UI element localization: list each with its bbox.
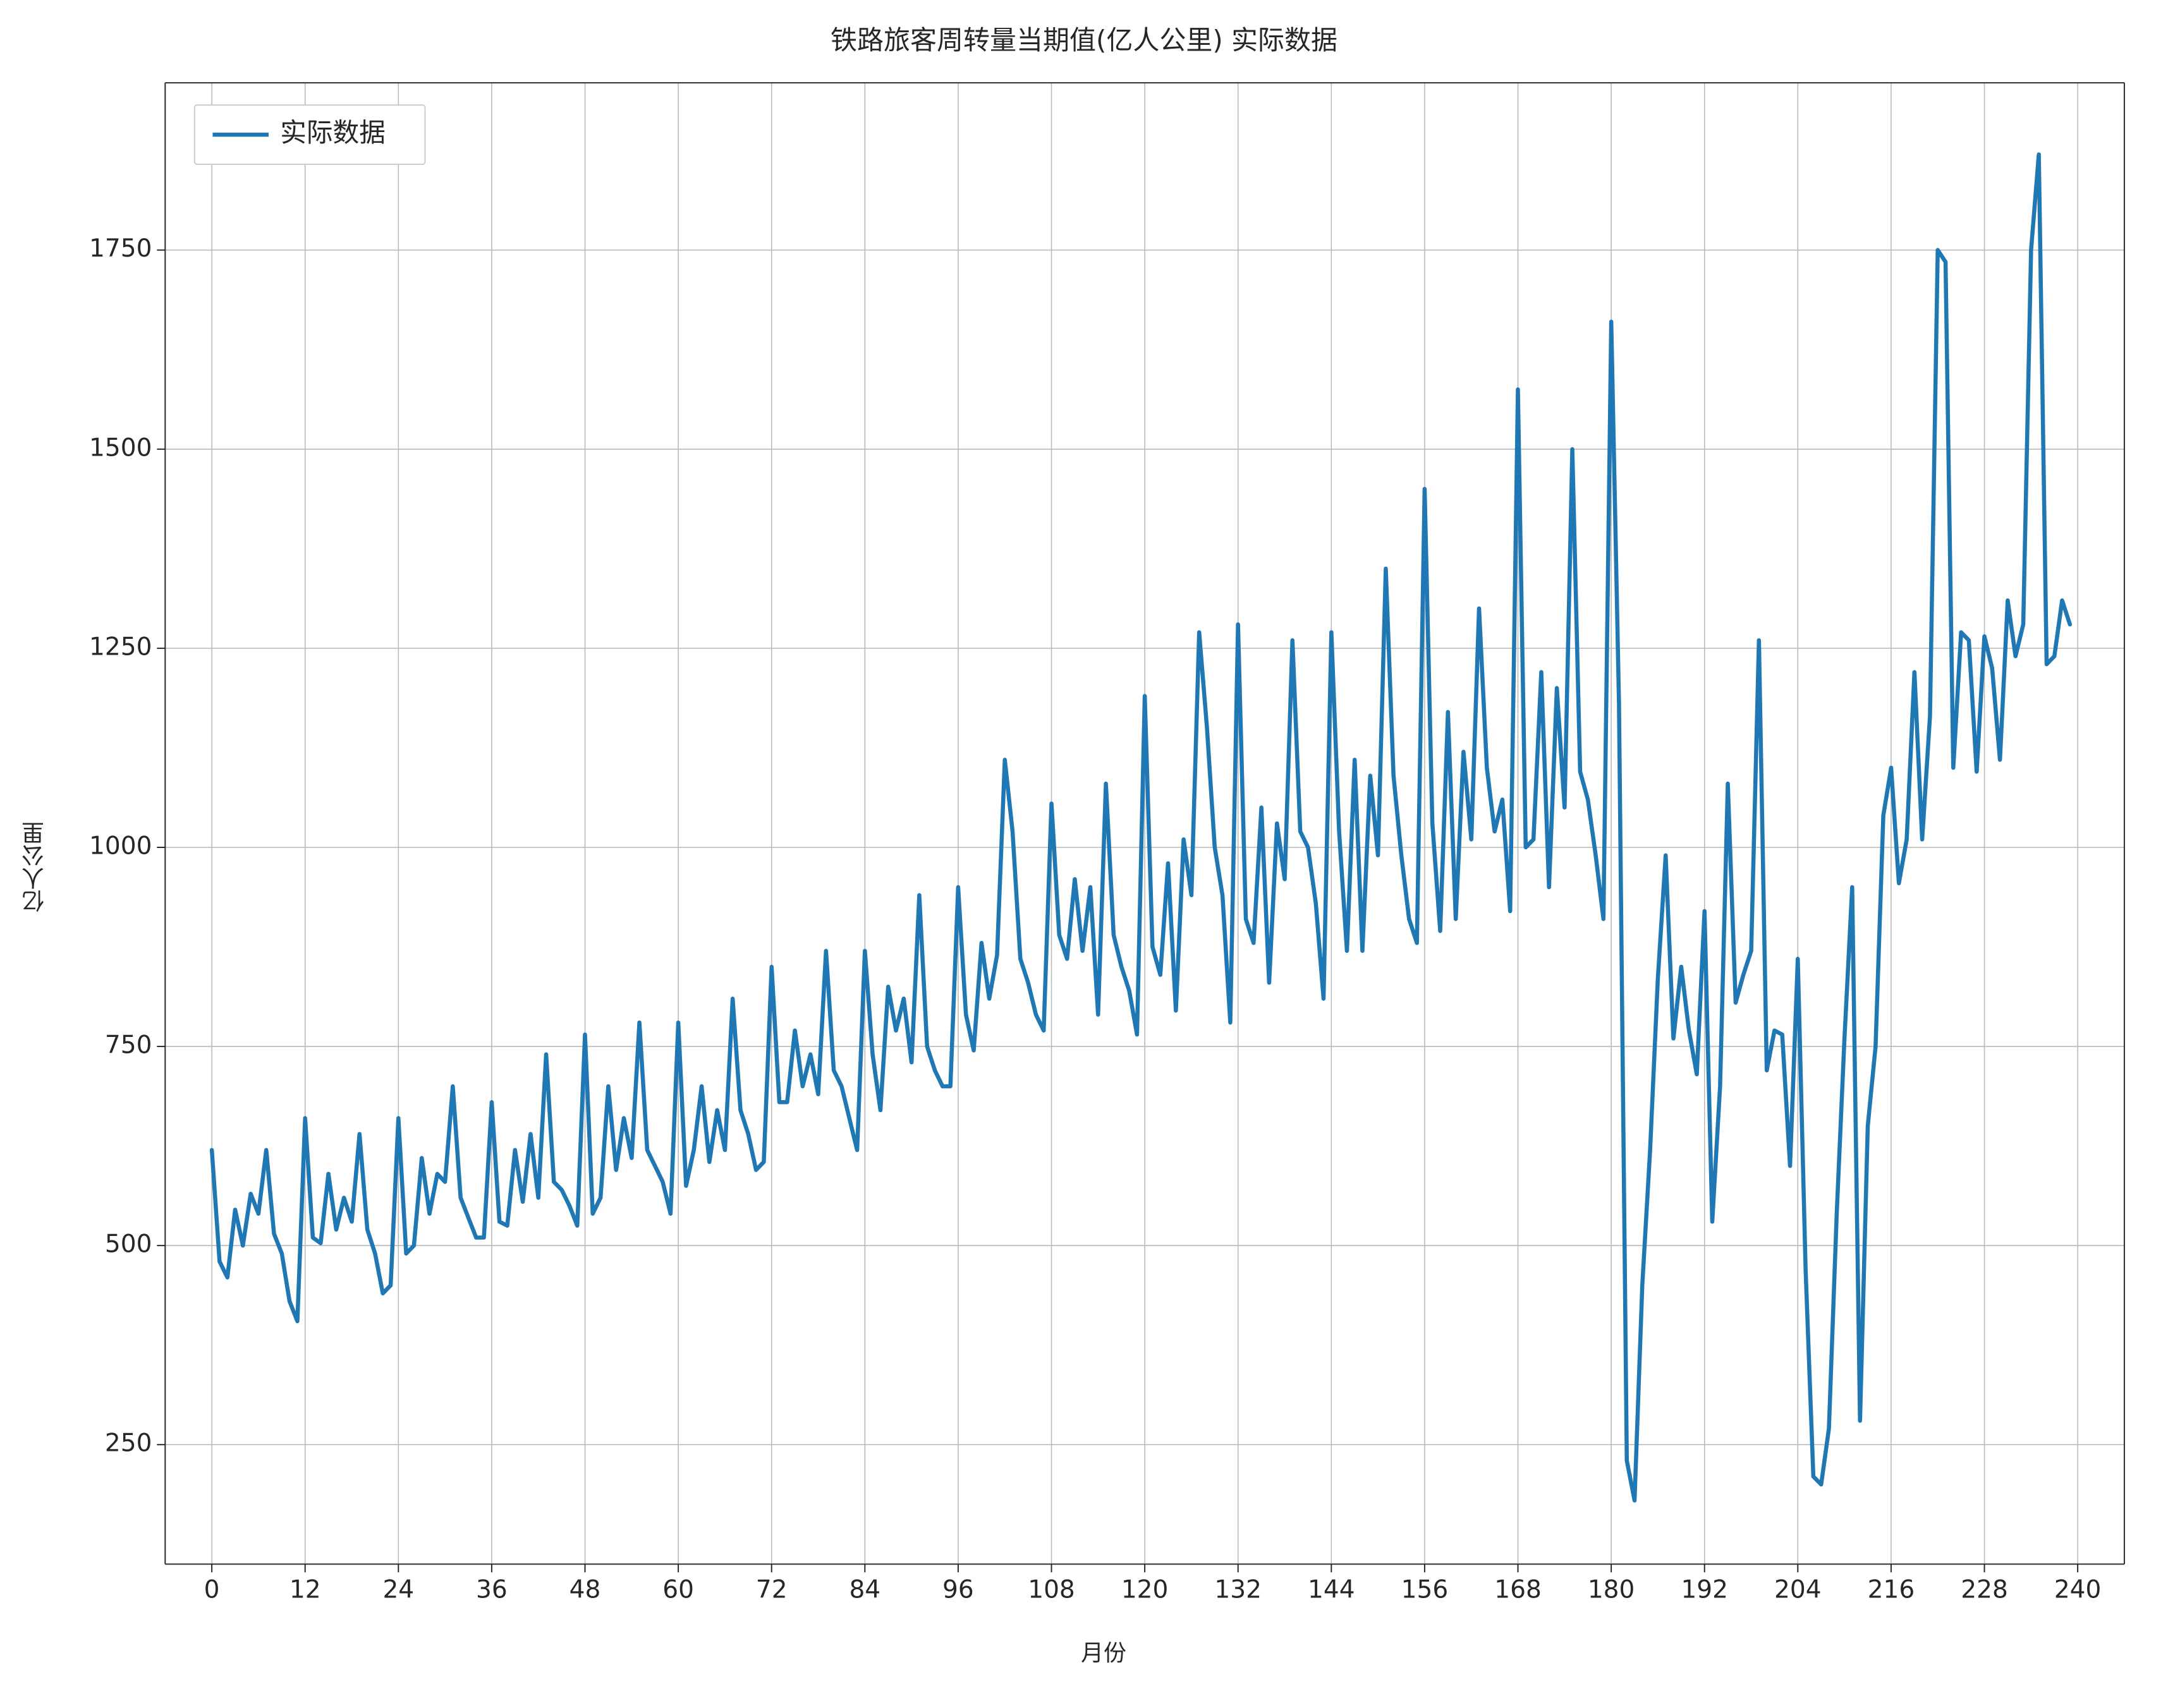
x-tick-label: 12 — [289, 1576, 321, 1604]
legend-label: 实际数据 — [280, 117, 386, 148]
x-tick-label: 84 — [849, 1576, 880, 1604]
x-tick-label: 228 — [1961, 1576, 2008, 1604]
y-tick-label: 750 — [105, 1031, 152, 1060]
x-tick-label: 120 — [1121, 1576, 1169, 1604]
x-tick-label: 168 — [1494, 1576, 1542, 1604]
chart-plot-area: 0 12 24 36 48 60 72 84 96 108 120 132 144 156 168 180 19… — [58, 66, 2149, 1630]
x-tick-label: 192 — [1681, 1576, 1728, 1604]
x-tick-label: 240 — [2054, 1576, 2102, 1604]
x-tick-label: 144 — [1308, 1576, 1355, 1604]
x-axis-label: 月份 — [58, 1635, 2149, 1668]
x-tick-label: 180 — [1588, 1576, 1635, 1604]
x-tick-label: 60 — [662, 1576, 694, 1604]
y-tick-label: 1000 — [89, 832, 152, 860]
y-tick-label: 1250 — [89, 633, 152, 661]
x-tick-label: 0 — [204, 1576, 220, 1604]
x-tick-label: 216 — [1868, 1576, 1915, 1604]
x-tick-label: 36 — [476, 1576, 508, 1604]
y-tick-label: 250 — [105, 1429, 152, 1458]
y-tick-label: 1750 — [89, 234, 152, 263]
x-tick-label: 156 — [1401, 1576, 1449, 1604]
chart-title: 铁路旅客周转量当期值(亿人公里) 实际数据 — [19, 19, 2149, 58]
x-tick-label: 48 — [569, 1576, 601, 1604]
y-tick-label: 500 — [105, 1230, 152, 1259]
x-tick-label: 72 — [756, 1576, 788, 1604]
x-tick-label: 24 — [382, 1576, 414, 1604]
x-tick-label: 204 — [1774, 1576, 1822, 1604]
x-tick-label: 108 — [1028, 1576, 1075, 1604]
y-axis-label: 亿人公里 — [19, 821, 52, 912]
x-tick-label: 96 — [942, 1576, 974, 1604]
line-chart-svg: 0 12 24 36 48 60 72 84 96 108 120 132 144 156 168 180 19… — [58, 66, 2149, 1630]
x-tick-label: 132 — [1214, 1576, 1262, 1604]
y-tick-label: 1500 — [89, 433, 152, 462]
